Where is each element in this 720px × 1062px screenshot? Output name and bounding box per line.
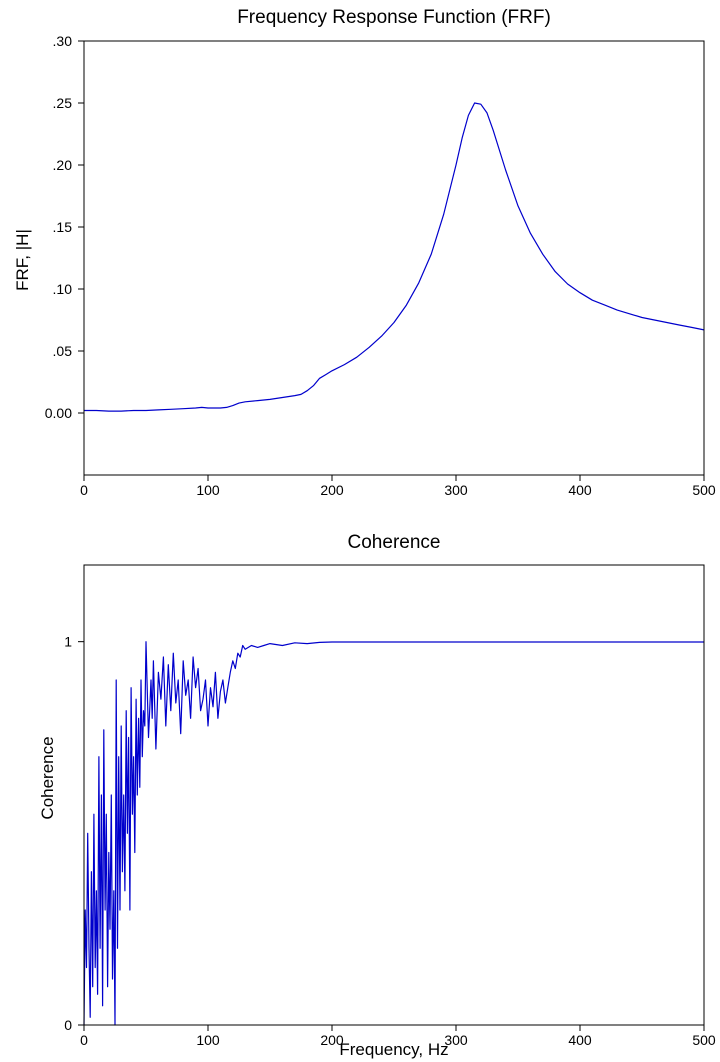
coherence-chart: Coherence Coherence Frequency, Hz 0 100 20… (38, 532, 716, 1059)
frf-y-tick-label: .05 (53, 343, 73, 359)
coherence-y-tick-label: 1 (64, 634, 72, 650)
frf-x-tick-label: 200 (320, 482, 344, 498)
coherence-x-tick-label: 200 (320, 1032, 344, 1048)
coherence-x-axis-label: Frequency, Hz (339, 1040, 448, 1059)
coherence-x-tick-label: 300 (444, 1032, 468, 1048)
coherence-x-tick-label: 400 (568, 1032, 592, 1048)
frf-x-tick-label: 100 (196, 482, 220, 498)
coherence-x-tick-label: 100 (196, 1032, 220, 1048)
frf-x-tick-label: 500 (692, 482, 716, 498)
frf-x-tick-label: 0 (80, 482, 88, 498)
frf-y-tick-label: .15 (53, 219, 73, 235)
frf-series-line (84, 102, 705, 412)
coherence-ticks (78, 641, 705, 1031)
coherence-x-tick-label: 0 (80, 1032, 88, 1048)
frf-plot-frame (83, 40, 705, 476)
coherence-y-axis-label: Coherence (38, 736, 57, 819)
frf-chart: Frequency Response Function (FRF) FRF, |… (13, 7, 716, 498)
frf-x-tick-label: 400 (568, 482, 592, 498)
frf-y-tick-label: .30 (53, 33, 73, 49)
frf-y-tick-label: .10 (53, 281, 73, 297)
frf-y-axis-label: FRF, |H| (13, 229, 32, 291)
frf-chart-title: Frequency Response Function (FRF) (237, 7, 551, 28)
frf-x-tick-label: 300 (444, 482, 468, 498)
coherence-plot-frame (83, 564, 705, 1026)
frf-y-tick-label: 0.00 (45, 405, 72, 421)
coherence-x-tick-label: 500 (692, 1032, 716, 1048)
frf-y-tick-label: .25 (53, 95, 73, 111)
frf-ticks (78, 40, 705, 481)
frf-y-tick-label: .20 (53, 157, 73, 173)
coherence-tick-labels: 0 100 200 300 400 500 0 1 (64, 634, 716, 1048)
frf-tick-labels: 0 100 200 300 400 500 0.00 .05 .10 .15 .20 .25 .30 (45, 33, 716, 498)
coherence-y-tick-label: 0 (64, 1017, 72, 1033)
coherence-chart-title: Coherence (348, 532, 441, 553)
coherence-series-line (83, 641, 704, 1026)
